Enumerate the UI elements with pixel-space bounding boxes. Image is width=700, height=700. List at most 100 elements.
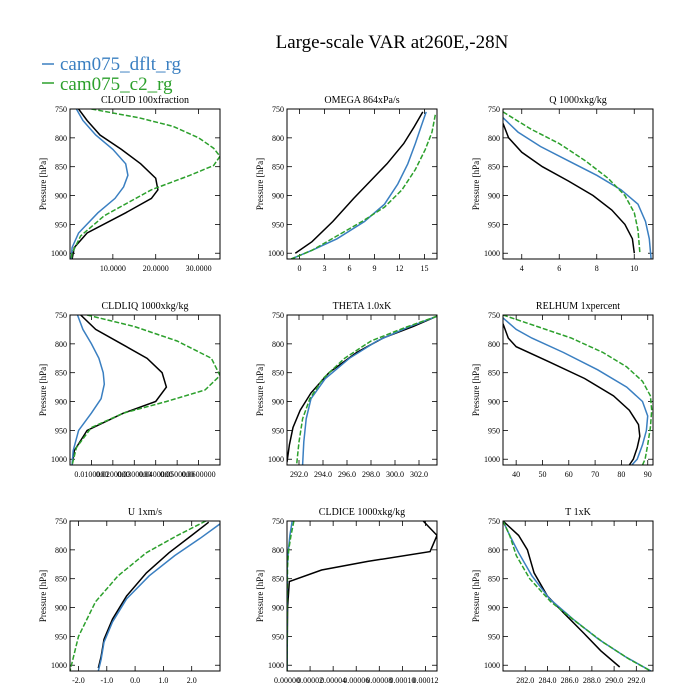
x-tick-label: 288.0 — [583, 676, 601, 685]
series-line-1 — [503, 317, 649, 465]
plot-frame — [502, 314, 654, 466]
y-tick-label: 950 — [272, 220, 284, 229]
x-tick-label: 40 — [512, 470, 520, 479]
panel-6: U 1xm/s Pressure [hPa] 750 800 850 900 950 1000… — [38, 507, 221, 685]
y-tick-label: 900 — [55, 192, 67, 201]
panel-3: CLDLIQ 1000xkg/kg Pressure [hPa] 750 800 850… — [38, 301, 221, 479]
panel-8: T 1xK Pressure [hPa] 750 800 850 900 950 1000 28… — [471, 507, 654, 685]
panel-4: THETA 1.0xK Pressure [hPa] 750 800 850 900 950… — [255, 301, 438, 479]
series-line-0 — [503, 123, 636, 254]
x-tick-label: 90 — [644, 470, 652, 479]
panel-title: RELHUM 1xpercent — [536, 301, 620, 312]
y-tick-label: 1000 — [484, 455, 500, 464]
series-line-1 — [503, 117, 652, 259]
y-tick-label: 950 — [272, 426, 284, 435]
x-tick-label: 0 — [298, 264, 302, 273]
y-axis-label: Pressure [hPa] — [255, 158, 265, 210]
y-tick-label: 750 — [272, 105, 284, 114]
y-tick-label: 800 — [55, 546, 67, 555]
series-line-1 — [290, 111, 427, 259]
x-tick-label: 3 — [323, 264, 327, 273]
x-tick-label: 8 — [595, 264, 599, 273]
x-tick-label: 0.0 — [130, 676, 140, 685]
x-tick-label: 4 — [520, 264, 524, 273]
panel-title: OMEGA 864xPa/s — [324, 95, 399, 106]
panel-1: OMEGA 864xPa/s Pressure [hPa] 750 800 850 900… — [255, 95, 438, 273]
plot-frame — [69, 520, 221, 672]
series-line-2 — [503, 521, 653, 671]
x-tick-label: 50 — [538, 470, 546, 479]
x-tick-label: 0.00010 — [389, 676, 415, 685]
series-line-1 — [97, 523, 220, 671]
panel-title: CLDLIQ 1000xkg/kg — [102, 301, 189, 312]
x-tick-label: 80 — [617, 470, 625, 479]
y-tick-label: 800 — [55, 340, 67, 349]
y-tick-label: 800 — [272, 340, 284, 349]
x-tick-label: 0.0400000 — [139, 470, 173, 479]
y-tick-label: 800 — [488, 134, 500, 143]
y-tick-label: 800 — [272, 134, 284, 143]
y-tick-label: 800 — [272, 546, 284, 555]
x-tick-label: 0.0300000 — [117, 470, 151, 479]
y-tick-label: 950 — [55, 426, 67, 435]
panel-0: CLOUD 100xfraction Pressure [hPa] 750 800 85… — [38, 95, 221, 273]
x-tick-label: 0.00004 — [320, 676, 346, 685]
series-line-2 — [503, 315, 653, 465]
y-tick-label: 1000 — [484, 661, 500, 670]
x-tick-label: 302.0 — [410, 470, 428, 479]
series-line-0 — [294, 111, 424, 254]
x-tick-label: 60 — [565, 470, 573, 479]
y-tick-label: 950 — [488, 220, 500, 229]
x-tick-label: 30.0000 — [186, 264, 212, 273]
y-tick-label: 900 — [272, 604, 284, 613]
panel-title: CLDICE 1000xkg/kg — [319, 507, 405, 518]
y-tick-label: 950 — [488, 426, 500, 435]
panel-title: THETA 1.0xK — [333, 301, 392, 312]
x-tick-label: 284.0 — [538, 676, 556, 685]
x-tick-label: 300.0 — [386, 470, 404, 479]
legend-label-dflt: cam075_dflt_rg — [60, 54, 182, 75]
y-tick-label: 900 — [272, 398, 284, 407]
y-tick-label: 750 — [488, 311, 500, 320]
y-tick-label: 750 — [55, 105, 67, 114]
panel-5: RELHUM 1xpercent Pressure [hPa] 750 800 850 9… — [471, 301, 654, 479]
plot-frame — [502, 520, 654, 672]
plot-frame — [286, 520, 438, 672]
y-tick-label: 1000 — [51, 661, 67, 670]
series-line-2 — [295, 315, 437, 465]
x-tick-label: 282.0 — [516, 676, 534, 685]
panel-7: CLDICE 1000xkg/kg Pressure [hPa] 750 800 850… — [255, 507, 438, 685]
x-tick-label: 2.0 — [187, 676, 197, 685]
y-tick-label: 750 — [55, 311, 67, 320]
y-tick-label: 950 — [55, 632, 67, 641]
x-tick-label: 292.0 — [627, 676, 645, 685]
x-tick-label: 296.0 — [338, 470, 356, 479]
y-tick-label: 800 — [488, 340, 500, 349]
y-tick-label: 800 — [55, 134, 67, 143]
panel-title: CLOUD 100xfraction — [101, 95, 189, 106]
y-tick-label: 750 — [488, 517, 500, 526]
series-line-2 — [503, 111, 641, 254]
y-tick-label: 800 — [488, 546, 500, 555]
y-axis-label: Pressure [hPa] — [471, 158, 481, 210]
legend: cam075_dflt_rg cam075_c2_rg — [42, 54, 182, 95]
plot-frame — [286, 108, 438, 260]
x-tick-label: -1.0 — [100, 676, 113, 685]
x-tick-label: 290.0 — [605, 676, 623, 685]
x-tick-label: 0.00000 — [274, 676, 300, 685]
y-tick-label: 900 — [488, 604, 500, 613]
plot-frame — [69, 314, 221, 466]
y-tick-label: 850 — [55, 163, 67, 172]
series-line-1 — [301, 315, 437, 465]
x-tick-label: 0.0100000 — [74, 470, 108, 479]
y-axis-label: Pressure [hPa] — [255, 570, 265, 622]
plot-frame — [69, 108, 221, 260]
y-axis-label: Pressure [hPa] — [471, 364, 481, 416]
x-tick-label: 0.0600000 — [182, 470, 216, 479]
x-tick-label: 15 — [421, 264, 429, 273]
y-tick-label: 1000 — [268, 455, 284, 464]
series-line-0 — [71, 109, 159, 259]
y-tick-label: 1000 — [268, 249, 284, 258]
x-tick-label: 298.0 — [362, 470, 380, 479]
